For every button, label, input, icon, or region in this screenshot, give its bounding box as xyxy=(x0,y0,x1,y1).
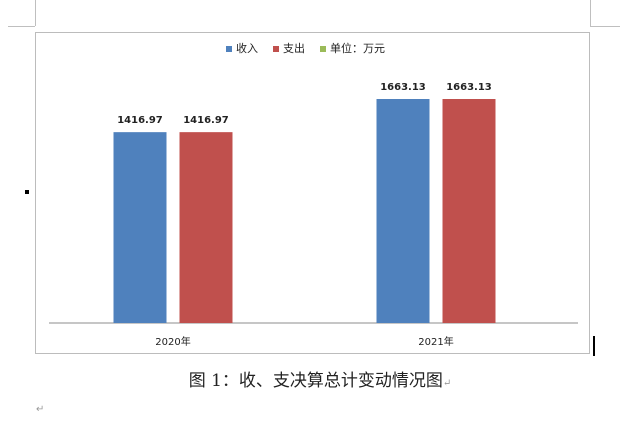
selection-handle[interactable] xyxy=(25,190,29,194)
data-label-expense-0: 1416.97 xyxy=(183,115,229,126)
legend-swatch-1 xyxy=(273,46,279,52)
x-tick-label-1: 2021年 xyxy=(418,335,453,348)
crop-mark-top-left-horizontal xyxy=(8,26,35,27)
text-cursor xyxy=(593,336,595,356)
crop-mark-top-right-vertical xyxy=(590,0,591,26)
data-label-income-0: 1416.97 xyxy=(117,115,163,126)
crop-mark-top-right-horizontal xyxy=(590,26,620,27)
bar-expense-0 xyxy=(179,132,233,323)
empty-paragraph-mark: ↵ xyxy=(36,404,45,415)
legend-label-2: 单位：万元 xyxy=(330,41,385,55)
bar-expense-1 xyxy=(442,99,496,323)
legend-label-1: 支出 xyxy=(283,41,305,55)
x-tick-label-0: 2020年 xyxy=(155,335,190,348)
data-label-expense-1: 1663.13 xyxy=(446,82,492,93)
crop-mark-top-left-vertical xyxy=(35,0,36,26)
bar-income-1 xyxy=(376,99,430,323)
legend-swatch-0 xyxy=(226,46,232,52)
bar-chart: 1416.97 1416.97 2020年 1663.13 1663.13 2021年 收入… xyxy=(49,41,578,348)
legend-swatch-2 xyxy=(320,46,326,52)
legend-label-0: 收入 xyxy=(236,41,258,55)
chart-frame[interactable]: 1416.97 1416.97 2020年 1663.13 1663.13 2021年 收入… xyxy=(35,32,590,354)
caption-text: 图 1：收、支决算总计变动情况图 xyxy=(188,371,443,391)
paragraph-mark: ↵ xyxy=(442,378,452,389)
figure-caption: 图 1：收、支决算总计变动情况图↵ xyxy=(0,366,640,391)
bar-income-0 xyxy=(113,132,167,323)
data-label-income-1: 1663.13 xyxy=(380,82,426,93)
